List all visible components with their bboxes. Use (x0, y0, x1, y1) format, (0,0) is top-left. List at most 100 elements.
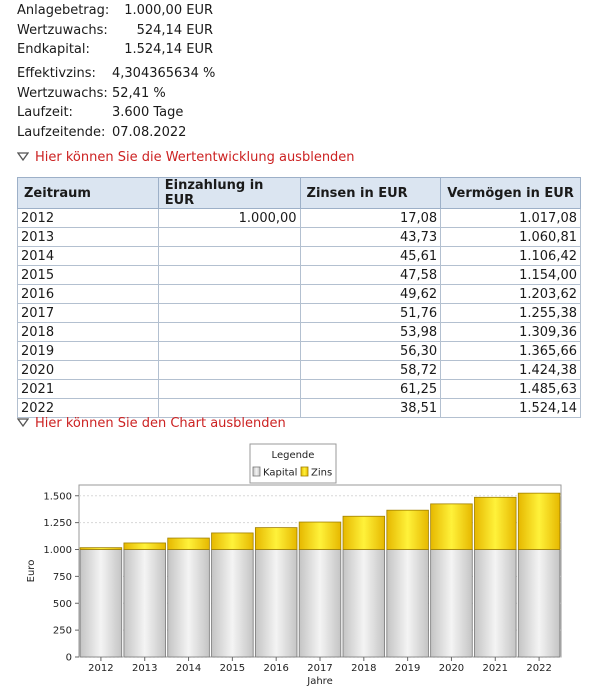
bar-zins (211, 532, 254, 550)
table-body: 2012 1.000,00 17,08 1.017,08 2013 43,73 1.060,… (17, 208, 581, 418)
table-cell: 2018 (17, 322, 159, 342)
legend-swatch (252, 466, 261, 477)
table-cell (157, 265, 301, 285)
table-cell (157, 246, 301, 266)
y-tick-label: 500 (53, 599, 72, 610)
legend-box (249, 443, 337, 484)
table-cell: 1.524,14 (440, 398, 581, 418)
table-cell: 61,25 (299, 379, 442, 399)
bar-kapital (79, 549, 123, 658)
summary-label: Laufzeit: (17, 105, 73, 120)
table-cell (157, 379, 301, 399)
column-header: Vermögen in EUR (440, 177, 581, 209)
summary-value: 1.524,14 EUR (124, 42, 213, 57)
table-cell (157, 341, 301, 361)
table-cell (157, 322, 301, 342)
table-row: 2014 45,61 1.106,42 (17, 246, 581, 266)
x-tick-label: 2017 (307, 663, 332, 674)
toggle-value-development-link[interactable]: Hier können Sie die Wertentwicklung ausb… (16, 150, 355, 165)
table-cell: 47,58 (299, 265, 442, 285)
bar-zins (342, 515, 386, 550)
table-row: 2017 51,76 1.255,38 (17, 303, 581, 323)
table-row: 2018 53,98 1.309,36 (17, 322, 581, 342)
table-cell: 53,98 (299, 322, 442, 342)
y-tick-label: 250 (53, 626, 72, 637)
legend-swatch (300, 466, 309, 477)
bar-kapital (474, 549, 517, 658)
table-cell: 1.203,62 (440, 284, 581, 304)
table-cell: 1.309,36 (440, 322, 581, 342)
table-cell (157, 398, 301, 418)
table-cell: 1.017,08 (440, 208, 581, 228)
y-tick-label: 1.500 (43, 491, 72, 502)
summary-row: Anlagebetrag: 1.000,00 EUR (17, 1, 213, 21)
summary-label: Wertzuwachs: (17, 22, 108, 38)
y-tick-label: 1.250 (43, 518, 72, 529)
summary-label: Endkapital: (17, 42, 90, 57)
summary-row: Endkapital: 1.524,14 EUR (17, 40, 213, 60)
table-cell: 1.154,00 (440, 265, 581, 285)
x-axis-label: Jahre (306, 676, 332, 687)
table-row: 2013 43,73 1.060,81 (17, 227, 581, 247)
x-tick-label: 2015 (220, 663, 245, 674)
y-tick-label: 0 (66, 653, 72, 664)
table-cell: 56,30 (299, 341, 442, 361)
summary-row: Effektivzins: 4,304365634 % (17, 64, 257, 84)
x-tick-label: 2022 (526, 663, 551, 674)
legend-label: Zins (311, 468, 332, 479)
x-tick-label: 2014 (176, 663, 201, 674)
summary-rates: Effektivzins: 4,304365634 % Wertzuwachs: 52… (17, 64, 257, 142)
toggle-chart-link[interactable]: Hier können Sie den Chart ausblenden (16, 416, 286, 431)
table-row: 2022 38,51 1.524,14 (17, 398, 581, 418)
table-cell: 2013 (17, 227, 159, 247)
table-cell: 2022 (17, 398, 159, 418)
table-cell: 43,73 (299, 227, 442, 247)
table-row: 2016 49,62 1.203,62 (17, 284, 581, 304)
table-cell: 1.255,38 (440, 303, 581, 323)
table-cell: 2021 (17, 379, 159, 399)
table-cell: 2017 (17, 303, 159, 323)
legend-title: Legende (272, 450, 315, 461)
y-axis-label: Euro (26, 560, 37, 583)
table-cell: 1.424,38 (440, 360, 581, 380)
summary-value: 3.600 Tage (112, 105, 184, 120)
bar-zins (167, 537, 210, 550)
table-cell: 49,62 (299, 284, 442, 304)
table-row: 2021 61,25 1.485,63 (17, 379, 581, 399)
summary-label: Wertzuwachs: (17, 85, 108, 101)
table-cell: 1.485,63 (440, 379, 581, 399)
table-cell: 2020 (17, 360, 159, 380)
triangle-down-icon (16, 150, 30, 165)
bar-zins (430, 503, 473, 550)
toggle-value-development-label: Hier können Sie die Wertentwicklung ausb… (35, 150, 355, 165)
summary-row: Laufzeit: 3.600 Tage (17, 103, 257, 123)
column-header: Zeitraum (17, 177, 159, 209)
table-cell: 2019 (17, 341, 159, 361)
column-header: Einzahlung in EUR (157, 177, 301, 209)
bar-zins (386, 509, 429, 550)
table-cell: 1.365,66 (440, 341, 581, 361)
table-cell: 38,51 (299, 398, 442, 418)
bar-kapital (386, 549, 429, 658)
table-cell: 2012 (17, 208, 159, 228)
triangle-down-icon (16, 416, 30, 431)
table-cell: 1.106,42 (440, 246, 581, 266)
x-tick-label: 2019 (395, 663, 420, 674)
y-tick-label: 750 (53, 572, 72, 583)
table-cell (157, 284, 301, 304)
summary-value: 52,41 % (112, 85, 166, 101)
summary-label: Anlagebetrag: (17, 3, 110, 18)
x-tick-label: 2013 (132, 663, 157, 674)
summary-value: 1.000,00 EUR (124, 3, 213, 18)
summary-value: 4,304365634 % (112, 66, 216, 81)
table-header-row: Zeitraum Einzahlung in EUR Zinsen in EUR Ve… (17, 177, 581, 209)
summary-amounts: Anlagebetrag: 1.000,00 EUR Wertzuwachs: 524… (17, 1, 213, 60)
bar-kapital (517, 549, 561, 658)
x-tick-label: 2018 (351, 663, 376, 674)
summary-value: 07.08.2022 (112, 124, 187, 140)
value-development-table: Zeitraum Einzahlung in EUR Zinsen in EUR Ve… (17, 177, 581, 418)
table-cell: 45,61 (299, 246, 442, 266)
wealth-chart: Legende Kapital Zins 0 250 500 750 1.000 1.250 1.… (14, 436, 584, 690)
table-cell (157, 360, 301, 380)
x-tick-label: 2020 (439, 663, 464, 674)
